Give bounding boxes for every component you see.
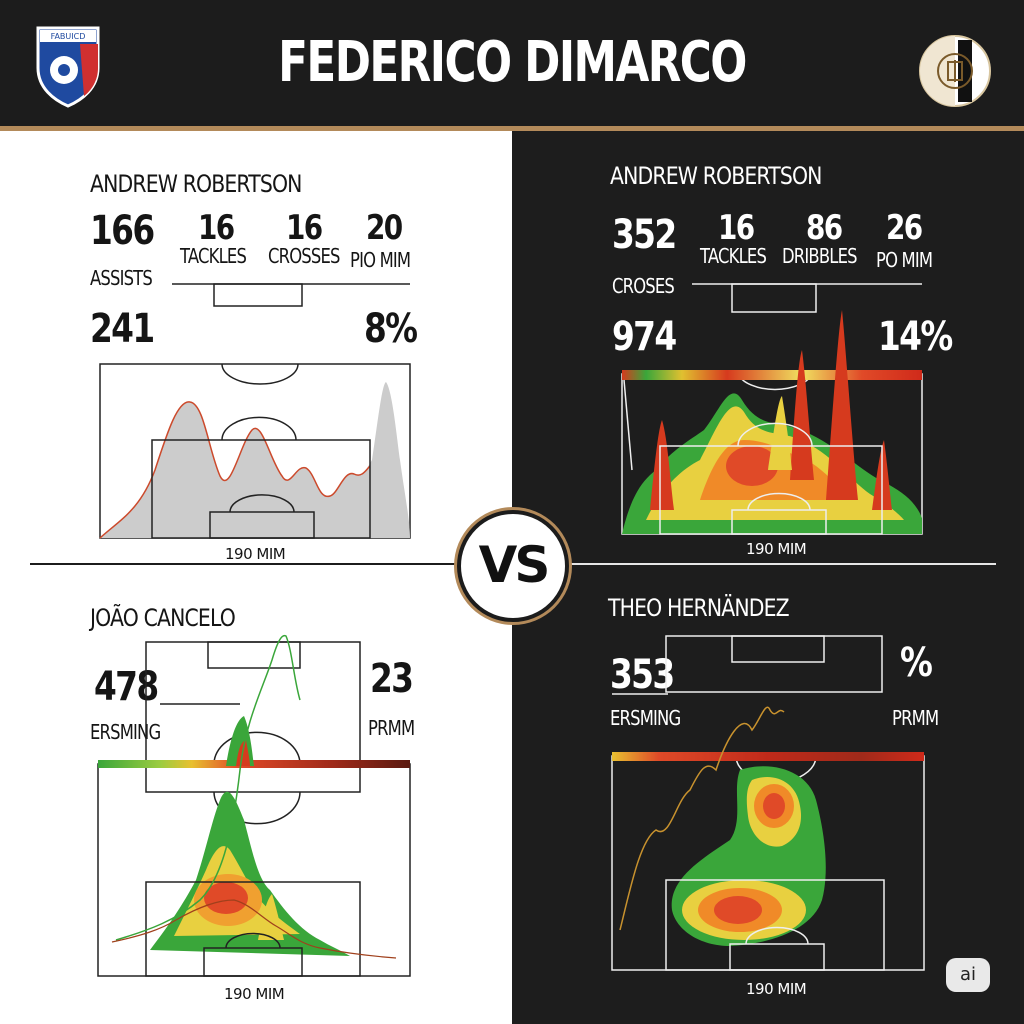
stat-value-secondary: 241 xyxy=(90,306,155,352)
stat-percentage: 8% xyxy=(364,306,418,352)
player-name: THEO HERNÄNDEZ xyxy=(608,594,790,622)
stat-value: 16 xyxy=(718,208,755,248)
stat-value: 26 xyxy=(886,208,923,248)
minutes-label: 190 MIM xyxy=(225,545,286,563)
player-name: ANDREW ROBERTSON xyxy=(90,170,302,198)
vs-label: VS xyxy=(478,536,551,594)
stat-label: CROSES xyxy=(612,274,675,298)
stat-value: 478 xyxy=(94,664,159,710)
stat-label: PO MIM xyxy=(876,248,933,272)
stat-value: 86 xyxy=(806,208,843,248)
pitch-heatmap-top-right xyxy=(621,283,923,535)
header-divider xyxy=(0,126,1024,131)
section-divider-left xyxy=(30,563,460,565)
stat-label: PIO MIM xyxy=(350,248,411,272)
minutes-label: 190 MIM xyxy=(224,985,285,1003)
stat-label: ERSMING xyxy=(610,706,681,730)
stat-label: DRIBBLES xyxy=(782,244,858,268)
stat-label: TACKLES xyxy=(180,244,247,268)
stat-value-secondary: 974 xyxy=(612,314,677,360)
stat-label: PRMM xyxy=(368,716,415,740)
minutes-label: 190 MIM xyxy=(746,540,807,558)
stat-value: 16 xyxy=(198,208,235,248)
section-divider-right xyxy=(566,563,996,565)
stat-percentage: 14% xyxy=(878,314,953,360)
stat-value: 352 xyxy=(612,212,677,258)
stat-value: % xyxy=(900,640,933,686)
stat-value: 16 xyxy=(286,208,323,248)
player-name: ANDREW ROBERTSON xyxy=(610,162,822,190)
stat-label: PRMM xyxy=(892,706,939,730)
stat-value: 166 xyxy=(90,208,155,254)
stat-value: 20 xyxy=(366,208,403,248)
vs-badge: VS xyxy=(457,510,569,622)
pitch-heatmap-top-left xyxy=(99,283,411,539)
player-name: JOÃO CANCELO xyxy=(90,604,236,632)
pitch-heatmap-bottom-left xyxy=(97,634,411,977)
stat-label: ASSISTS xyxy=(90,266,153,290)
right-club-crest-icon xyxy=(919,35,991,107)
header-bar: FEDERICO DIMARCO FABUICD xyxy=(0,0,1024,128)
page-title: FEDERICO DIMARCO xyxy=(278,30,747,95)
stat-label: ERSMING xyxy=(90,720,161,744)
stat-label: TACKLES xyxy=(700,244,767,268)
minutes-label: 190 MIM xyxy=(746,980,807,998)
stat-value: 23 xyxy=(370,656,414,702)
left-crest-text: FABUICD xyxy=(51,32,86,41)
stat-value: 353 xyxy=(610,652,675,698)
stat-label: CROSSES xyxy=(268,244,340,268)
left-club-crest-icon: FABUICD xyxy=(36,26,100,108)
ai-watermark-badge: ai xyxy=(946,958,990,992)
